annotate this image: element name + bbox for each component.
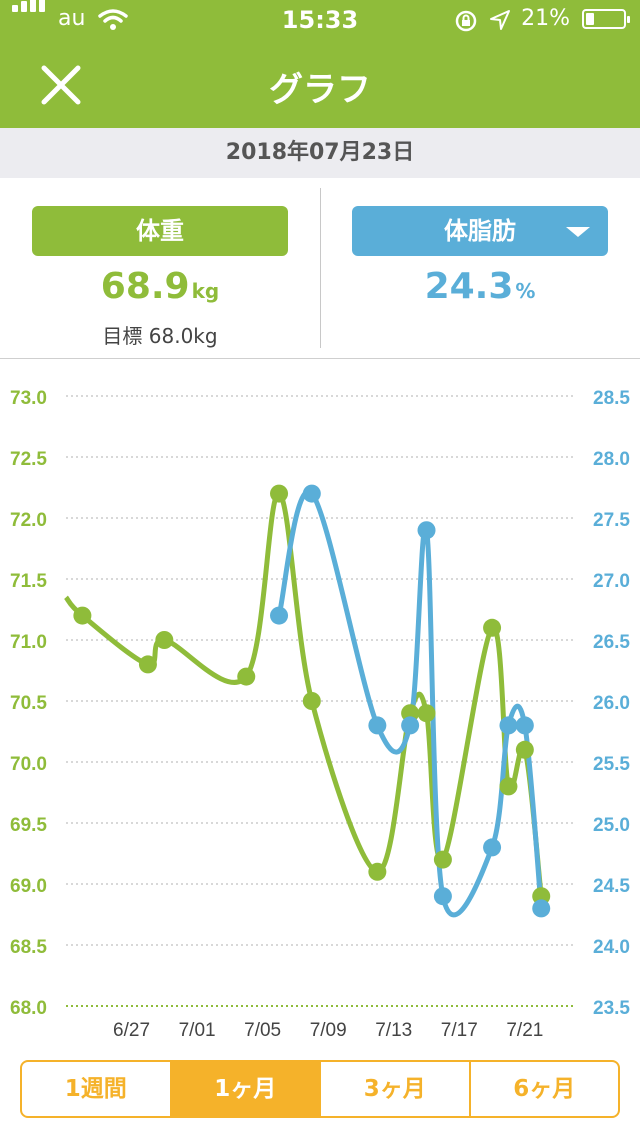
carrier-label: au [58,6,86,31]
right-axis-tick: 26.0 [593,693,630,714]
x-axis-tick: 7/21 [506,1020,543,1040]
weight-button[interactable]: 体重 [32,206,288,256]
left-axis-tick: 68.5 [10,937,47,958]
left-axis-tick: 73.0 [10,388,47,409]
right-axis-tick: 28.0 [593,449,630,470]
wifi-icon [98,9,128,30]
left-axis-tick: 72.0 [10,510,47,531]
right-axis-tick: 23.5 [593,998,630,1019]
date-label: 2018年07月23日 [0,128,640,178]
right-axis-tick: 25.5 [593,754,630,775]
right-axis-tick: 28.5 [593,388,630,409]
body-fat-dropdown[interactable]: 体脂肪 [352,206,608,256]
range-selector: 1週間 1ヶ月 3ヶ月 6ヶ月 [20,1060,620,1118]
range-option[interactable]: 3ヶ月 [321,1062,471,1116]
right-axis-tick: 27.0 [593,571,630,592]
metrics-panel: 体重 68.9 kg 目標 68.0kg 体脂肪 24.3% [0,178,640,359]
fat-series-line [276,489,544,918]
navigation-bar: グラフ [0,40,640,128]
weight-point [433,850,452,869]
left-axis-tick: 72.5 [10,449,47,470]
right-axis-tick: 24.0 [593,937,630,958]
metrics-divider [320,188,321,348]
weight-point [417,704,436,723]
right-axis-tick: 24.5 [593,876,630,897]
close-icon[interactable] [36,60,86,110]
body-fat-unit: % [515,279,536,303]
left-axis-tick: 70.5 [10,693,47,714]
body-fat-dropdown-label: 体脂肪 [444,217,516,245]
page-title: グラフ [269,70,371,110]
left-axis-tick: 71.5 [10,571,47,592]
weight-point [302,692,321,710]
left-axis-tick: 69.5 [10,815,47,836]
weight-point [270,484,289,503]
weight-button-label: 体重 [136,217,184,245]
range-option[interactable]: 1ヶ月 [171,1062,321,1116]
fat-point [515,716,534,735]
weight-point [155,631,174,649]
fat-point [483,838,502,857]
caret-down-icon [566,227,590,237]
body-fat-number: 24.3 [424,266,514,307]
left-axis-tick: 68.0 [10,998,47,1019]
right-axis-tick: 26.5 [593,632,630,653]
x-axis-tick: 7/13 [375,1020,412,1040]
status-bar: au 15:33 21% [0,0,640,40]
weight-value: 68.9 kg [32,266,288,307]
right-axis-tick: 25.0 [593,815,630,836]
fat-point [368,716,387,735]
weight-fat-chart: 73.0 28.5 72.5 28.0 72.0 27.5 71.5 27.0 71.0 26.5… [10,388,630,1040]
fat-point [302,484,321,503]
weight-point [483,618,502,637]
battery-icon [582,9,630,29]
x-axis-tick: 7/17 [441,1020,478,1040]
weight-number: 68.9 [100,266,190,307]
body-fat-value: 24.3% [352,266,608,307]
weight-point [515,740,534,759]
x-axis-tick: 7/09 [310,1020,347,1040]
left-axis-tick: 71.0 [10,632,47,653]
weight-point [237,667,256,686]
weight-unit: kg [191,279,220,303]
right-axis-tick: 27.5 [593,510,630,531]
weight-point [138,655,157,674]
rotation-lock-icon [455,10,477,32]
range-option[interactable]: 1週間 [22,1062,172,1116]
fat-point [417,521,436,540]
status-time: 15:33 [281,6,359,34]
left-axis-tick: 69.0 [10,876,47,897]
fat-point [499,716,518,735]
weight-point [73,606,92,625]
weight-goal: 目標 68.0kg [102,324,218,348]
x-axis-tick: 7/05 [244,1020,281,1040]
fat-point [433,887,452,906]
x-axis-tick: 6/27 [113,1020,150,1040]
weight-point [368,862,387,881]
location-icon [490,10,510,30]
battery-percentage: 21% [521,6,570,31]
range-option[interactable]: 6ヶ月 [513,1076,576,1102]
weight-point [499,777,518,796]
left-axis-tick: 70.0 [10,754,47,775]
x-axis-tick: 7/01 [179,1020,216,1040]
fat-point [401,716,420,735]
weight-series-line [64,491,544,897]
fat-point [270,606,289,625]
fat-point [532,899,551,918]
